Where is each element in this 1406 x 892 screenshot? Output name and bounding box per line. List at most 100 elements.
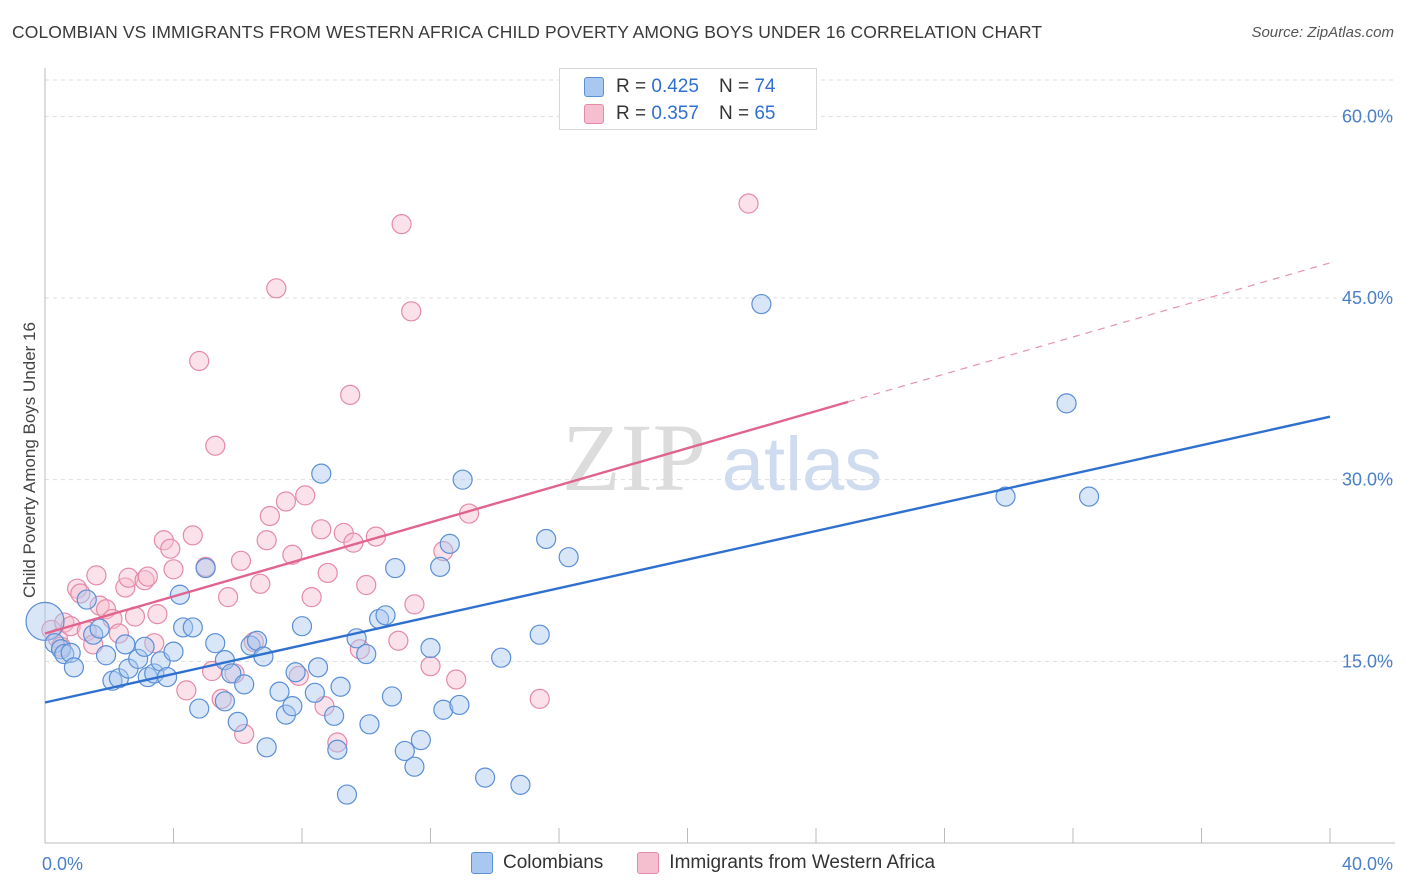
bottom-legend-swatch-pink [637,852,660,874]
colombian-point [269,681,290,702]
legend-swatch-pink [584,104,604,124]
immigrant-point [205,435,226,456]
colombian-point [529,624,550,645]
colombian-point [1078,486,1100,507]
immigrant-point [211,688,232,709]
colombian-point [430,556,451,577]
colombian-point [381,686,403,707]
immigrant-point [288,665,309,686]
colombian-point [205,633,226,654]
bottom-legend-item-colombians[interactable]: Colombians [470,852,603,874]
immigrant-point [182,525,203,546]
legend-box: R = 0.425 N = 74 R = 0.357 N = 65 [559,68,817,130]
colombian-point [449,694,470,716]
immigrant-point [147,603,168,625]
colombian-point [324,705,345,726]
immigrant-point [163,559,184,580]
colombian-point [234,674,255,695]
tick-label-layer: 15.0% 30.0% 45.0% 60.0% 0.0% 40.0% [42,106,1393,874]
bottom-legend-swatch-blue [470,852,493,874]
source-label: Source: ZipAtlas.com [1251,24,1394,41]
colombian-point [83,624,104,645]
immigrant-point [420,656,441,677]
immigrant-point [301,587,322,608]
immigrant-point [160,538,181,559]
immigrant-point [365,526,386,547]
legend-swatch-blue [584,77,604,97]
colombian-point [195,557,216,579]
immigrants-trend-extension [847,262,1331,403]
immigrant-point [295,485,316,506]
immigrant-point [317,562,338,584]
x-tick-label: 0.0% [42,854,83,874]
colombian-point [95,645,117,666]
colombian-point [282,696,303,717]
bottom-legend-item-immigrants[interactable]: Immigrants from Western Africa [637,852,935,874]
immigrant-point [738,193,759,214]
immigrant-point [446,669,467,690]
immigrant-point [86,565,107,586]
colombian-point [452,469,473,490]
colombian-point [356,643,377,665]
axis-layer [44,68,1395,844]
immigrant-point [137,566,158,587]
colombian-point [307,657,329,678]
immigrant-point [401,301,422,322]
legend-n-label: N = [718,76,750,97]
points-layer [25,193,1100,805]
immigrant-point [275,491,297,512]
colombian-point [63,657,85,678]
y-tick-label: 45.0% [1342,288,1393,308]
immigrant-point [327,732,348,753]
immigrant-point [391,214,412,235]
immigrant-point [256,530,277,551]
watermark: ZIP atlas [562,404,882,511]
immigrants-trend-line [44,400,849,635]
immigrant-point [230,550,252,571]
immigrant-point [218,587,239,608]
y-tick-label: 30.0% [1342,470,1393,490]
colombian-point [1056,393,1077,414]
immigrant-point [404,594,425,615]
colombian-point [227,711,248,732]
colombian-point [221,663,242,684]
colombian-point [134,636,155,657]
legend-row-immigrants: R = 0.357 N = 65 [584,102,775,126]
watermark-zip: ZIP [562,404,706,511]
immigrant-point [189,350,210,372]
colombian-point [128,648,149,670]
legend-r-value: 0.357 [651,103,699,124]
colombian-point [76,589,97,610]
legend-r-label: R = [616,103,647,124]
colombian-point [182,617,203,638]
colombian-point [304,682,325,703]
colombian-point [394,740,415,762]
legend-n-label: N = [718,103,750,124]
immigrant-point [108,623,129,644]
colombian-point [558,547,579,568]
legend-row-colombians: R = 0.425 N = 74 [584,75,775,99]
immigrant-point [282,544,303,565]
x-tick-label: 40.0% [1342,854,1393,874]
immigrant-point [356,574,377,596]
immigrant-point [529,688,550,709]
colombians-trend-line [44,415,1331,704]
colombian-point [491,647,512,668]
colombian-point [375,605,396,626]
immigrant-point [234,723,255,745]
immigrant-point [340,384,361,405]
colombian-point [439,533,460,554]
immigrant-point [388,630,409,651]
legend-n-value: 74 [754,76,776,97]
colombian-point [285,662,306,683]
colombian-point [163,641,184,662]
immigrant-point [259,505,280,527]
watermark-atlas: atlas [722,422,883,507]
colombian-point [751,293,772,315]
colombian-point [404,756,425,777]
chart-title: COLOMBIAN VS IMMIGRANTS FROM WESTERN AFR… [12,22,1043,42]
colombian-point [330,676,351,697]
immigrant-point [70,583,91,604]
colombian-point [327,739,348,760]
bottom-legend: Colombians Immigrants from Western Afric… [0,852,1406,874]
